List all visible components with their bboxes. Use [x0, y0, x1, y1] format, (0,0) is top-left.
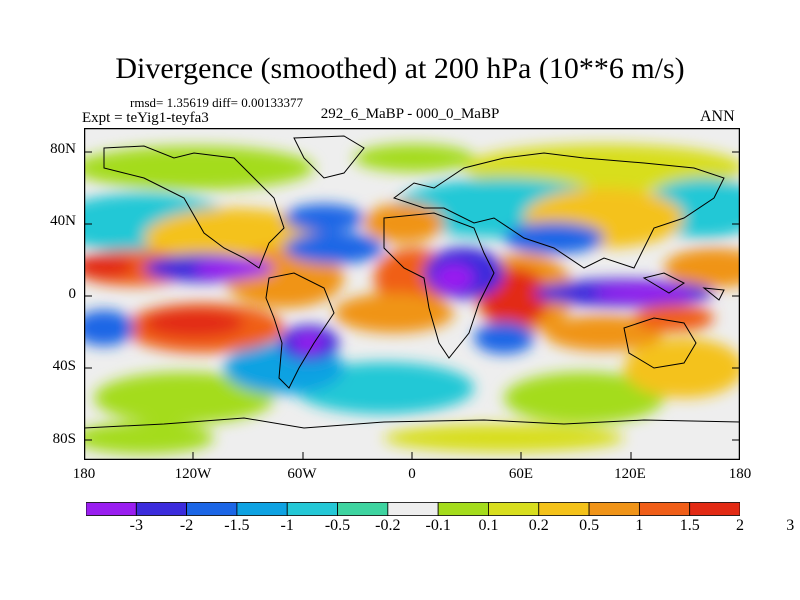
colorbar-label: 3: [786, 517, 795, 534]
field-blob: [624, 338, 740, 398]
divergence-map: [84, 128, 740, 460]
colorbar-label: 0.5: [579, 517, 600, 534]
field-blob: [84, 310, 134, 346]
plot-title: Divergence (smoothed) at 200 hPa (10**6 …: [115, 52, 685, 85]
x-label-0: 0: [408, 466, 416, 482]
subtitle: 292_6_MaBP - 000_0_MaBP: [320, 106, 500, 122]
colorbar-label: -0.1: [425, 517, 451, 534]
coast-africa: [383, 212, 495, 359]
x-label-60e: 60E: [508, 466, 534, 482]
x-label-120e: 120E: [614, 466, 646, 482]
x-label-60w: 60W: [287, 466, 317, 482]
x-label-120w: 120W: [174, 466, 212, 482]
colorbar-swatch: [236, 502, 288, 516]
colorbar-label: 2: [736, 517, 744, 534]
stats-text: rmsd= 1.35619 diff= 0.00133377: [130, 95, 303, 110]
colorbar-label: 1.5: [679, 517, 700, 534]
y-label-0: 0: [68, 286, 77, 302]
colorbar-label: -2: [179, 517, 194, 534]
field-blob: [94, 372, 274, 424]
colorbar-swatch: [186, 502, 238, 516]
y-label-80n: 80N: [50, 141, 76, 157]
axis-ticks: [84, 151, 740, 460]
coast-antarctica: [84, 417, 740, 429]
field-blob: [474, 322, 534, 354]
field-blob: [84, 422, 214, 454]
colorbar: [86, 502, 740, 516]
field-blob: [594, 285, 694, 301]
field-blob: [194, 258, 274, 278]
coast-south-america: [265, 272, 335, 389]
field-blob: [284, 232, 384, 264]
coast-north-america: [103, 145, 285, 269]
field-blob: [84, 146, 314, 190]
field-blob: [334, 293, 454, 333]
colorbar-swatch: [638, 502, 691, 516]
colorbar-swatch: [689, 502, 740, 516]
coastlines: [84, 135, 740, 429]
colorbar-swatch: [387, 502, 439, 516]
field-blob: [144, 309, 244, 337]
y-label-40n: 40N: [50, 213, 76, 229]
colorbar-label: 0.1: [478, 517, 499, 534]
field-blob: [434, 264, 474, 292]
field-contours: [84, 144, 740, 454]
colorbar-swatch: [437, 502, 489, 516]
field-blob: [364, 203, 444, 243]
colorbar-label: -0.5: [324, 517, 351, 534]
y-label-40s: 40S: [52, 358, 76, 374]
field-blob: [544, 315, 664, 351]
field-blob: [384, 424, 624, 452]
field-blob: [634, 304, 714, 332]
colorbar-swatch: [135, 502, 188, 516]
field-blob: [284, 204, 364, 232]
field-blob: [504, 222, 604, 254]
colorbar-label: -0.2: [375, 517, 401, 534]
colorbar-label: -1: [280, 517, 294, 534]
coast-maritime-islands: [642, 272, 725, 301]
colorbar-swatch: [538, 502, 590, 516]
colorbar-label: -1.5: [224, 517, 250, 534]
colorbar-swatch: [337, 502, 389, 516]
colorbar-label: -3: [129, 517, 143, 534]
colorbar-swatch: [488, 502, 540, 516]
field-blob: [84, 254, 134, 278]
colorbar-swatch: [286, 502, 338, 516]
colorbar-label: 1: [635, 517, 644, 534]
field-blob: [664, 248, 740, 288]
x-label-180w: 180: [72, 466, 96, 482]
coast-eurasia: [392, 152, 725, 269]
season-label: ANN: [700, 108, 735, 125]
colorbar-swatch: [86, 502, 137, 516]
x-label-180e: 180: [728, 466, 752, 482]
y-label-80s: 80S: [52, 431, 76, 447]
coast-greenland: [293, 135, 365, 179]
experiment-label: Expt = teYig1-teyfa3: [82, 110, 209, 126]
coast-australia: [623, 317, 697, 369]
colorbar-label: 0.2: [528, 517, 549, 534]
field-blob: [354, 144, 474, 172]
field-blob: [504, 372, 664, 424]
colorbar-swatch: [588, 502, 640, 516]
field-blob: [294, 334, 324, 352]
